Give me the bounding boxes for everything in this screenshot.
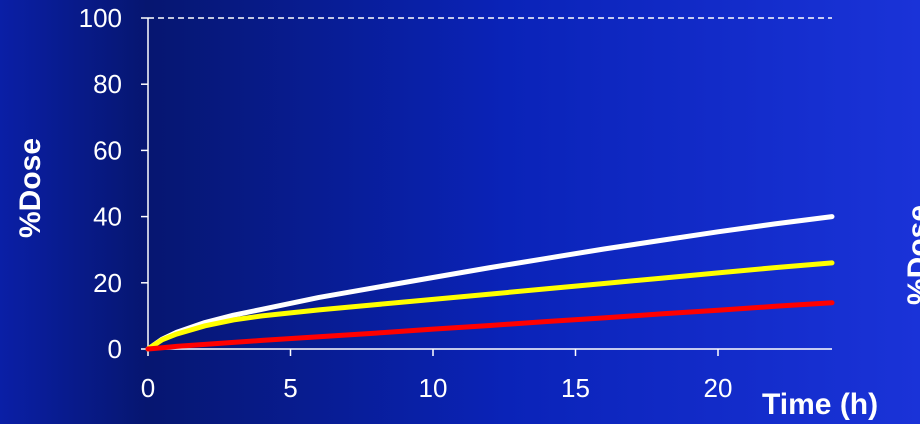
y-tick-label-20: 20 [93, 268, 122, 298]
x-tick-label-10: 10 [419, 373, 448, 403]
x-tick-label-15: 15 [561, 373, 590, 403]
y-tick-label-100: 100 [79, 3, 122, 33]
y-axis-title: %Dose [14, 138, 47, 238]
y-tick-label-40: 40 [93, 202, 122, 232]
adjacent-panel-y-axis-title: %Dose [902, 205, 920, 305]
y-tick-label-60: 60 [93, 135, 122, 165]
y-tick-label-80: 80 [93, 69, 122, 99]
x-axis-title: Time (h) [762, 388, 878, 421]
series-line-3 [145, 300, 835, 352]
x-tick-label-5: 5 [283, 373, 297, 403]
x-tick-label-0: 0 [141, 373, 155, 403]
x-tick-label-20: 20 [704, 373, 733, 403]
y-tick-label-0: 0 [108, 334, 122, 364]
plot-area: 0 20 40 60 80 100 0 5 10 15 20 [79, 3, 835, 403]
series-line-2 [145, 260, 835, 352]
